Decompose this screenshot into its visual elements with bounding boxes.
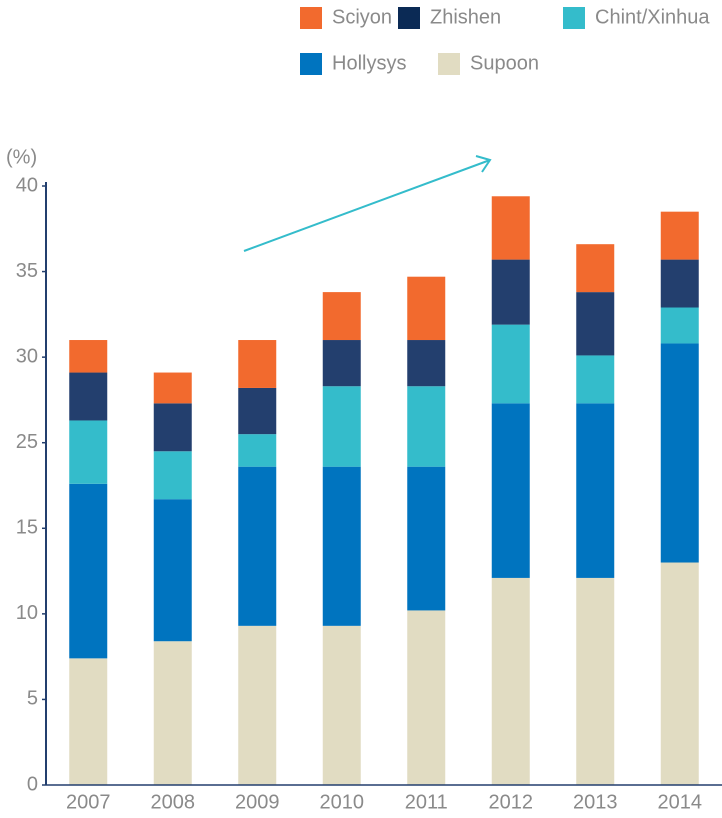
x-tick-label: 2009 xyxy=(235,791,280,813)
y-tick-label: 5 xyxy=(27,688,38,710)
x-tick-label: 2011 xyxy=(405,791,448,813)
x-tick-label: 2007 xyxy=(66,791,111,813)
bar-segment xyxy=(322,292,361,341)
legend-swatch xyxy=(398,7,420,29)
bar-segment xyxy=(407,340,446,387)
legend-label: Hollysys xyxy=(332,52,406,74)
x-tick-label: 2008 xyxy=(151,791,196,813)
legend-label: Chint/Xinhua xyxy=(595,6,710,28)
trend-arrow-head xyxy=(475,155,492,173)
bar-segment xyxy=(576,403,615,578)
bar-segment xyxy=(407,610,446,785)
trend-arrow xyxy=(243,159,491,252)
x-tick-label: 2010 xyxy=(320,791,365,813)
bar-segment xyxy=(407,466,446,611)
bar-segment xyxy=(322,466,361,626)
bar-segment xyxy=(660,343,699,563)
bar-segment xyxy=(322,386,361,467)
bar-segment xyxy=(69,658,108,785)
bar-segment xyxy=(491,324,530,404)
bar-segment xyxy=(660,562,699,785)
bar-segment xyxy=(238,625,277,785)
bar-segment xyxy=(238,434,277,467)
bar-segment xyxy=(238,387,277,435)
legend-swatch xyxy=(300,53,322,75)
y-tick-label: 0 xyxy=(27,773,38,795)
bar-segment xyxy=(153,641,192,785)
y-tick-label: 10 xyxy=(16,602,38,624)
bar-segment xyxy=(153,403,192,452)
bar-segment xyxy=(491,196,530,260)
y-tick-label: 25 xyxy=(16,431,38,453)
x-tick-label: 2012 xyxy=(489,791,534,813)
bar-segment xyxy=(69,420,108,484)
bar-segment xyxy=(576,355,615,404)
x-tick-label: 2013 xyxy=(573,791,618,813)
bar-segment xyxy=(153,499,192,642)
bar-segment xyxy=(576,244,615,293)
bar-segment xyxy=(576,577,615,785)
bar-segment xyxy=(322,340,361,387)
bar-segment xyxy=(660,211,699,260)
x-tick-label: 2014 xyxy=(658,791,703,813)
bar-segment xyxy=(491,403,530,578)
bar-segment xyxy=(576,292,615,356)
bar-segment xyxy=(69,483,108,659)
legend-label: Supoon xyxy=(470,52,539,74)
bar-segment xyxy=(238,340,277,388)
bar-segment xyxy=(153,372,192,404)
bar-segment xyxy=(322,625,361,785)
bar-segment xyxy=(407,386,446,467)
y-tick-label: 30 xyxy=(16,345,38,367)
bar-segment xyxy=(238,466,277,626)
bar-segment xyxy=(660,259,699,308)
y-tick-label: 40 xyxy=(16,174,38,196)
bar-segment xyxy=(491,259,530,325)
bar-segment xyxy=(407,276,446,341)
bar-segment xyxy=(69,372,108,421)
y-tick-label: 15 xyxy=(16,517,38,539)
legend-label: Sciyon xyxy=(332,6,392,28)
legend-swatch xyxy=(438,53,460,75)
bar-segment xyxy=(69,340,108,373)
y-axis-label: (%) xyxy=(6,146,37,168)
y-tick-label: 35 xyxy=(16,260,38,282)
bar-segment xyxy=(660,307,699,344)
legend-label: Zhishen xyxy=(430,6,501,28)
legend-swatch xyxy=(563,7,585,29)
legend-swatch xyxy=(300,7,322,29)
bar-segment xyxy=(153,451,192,500)
bar-segment xyxy=(491,577,530,785)
